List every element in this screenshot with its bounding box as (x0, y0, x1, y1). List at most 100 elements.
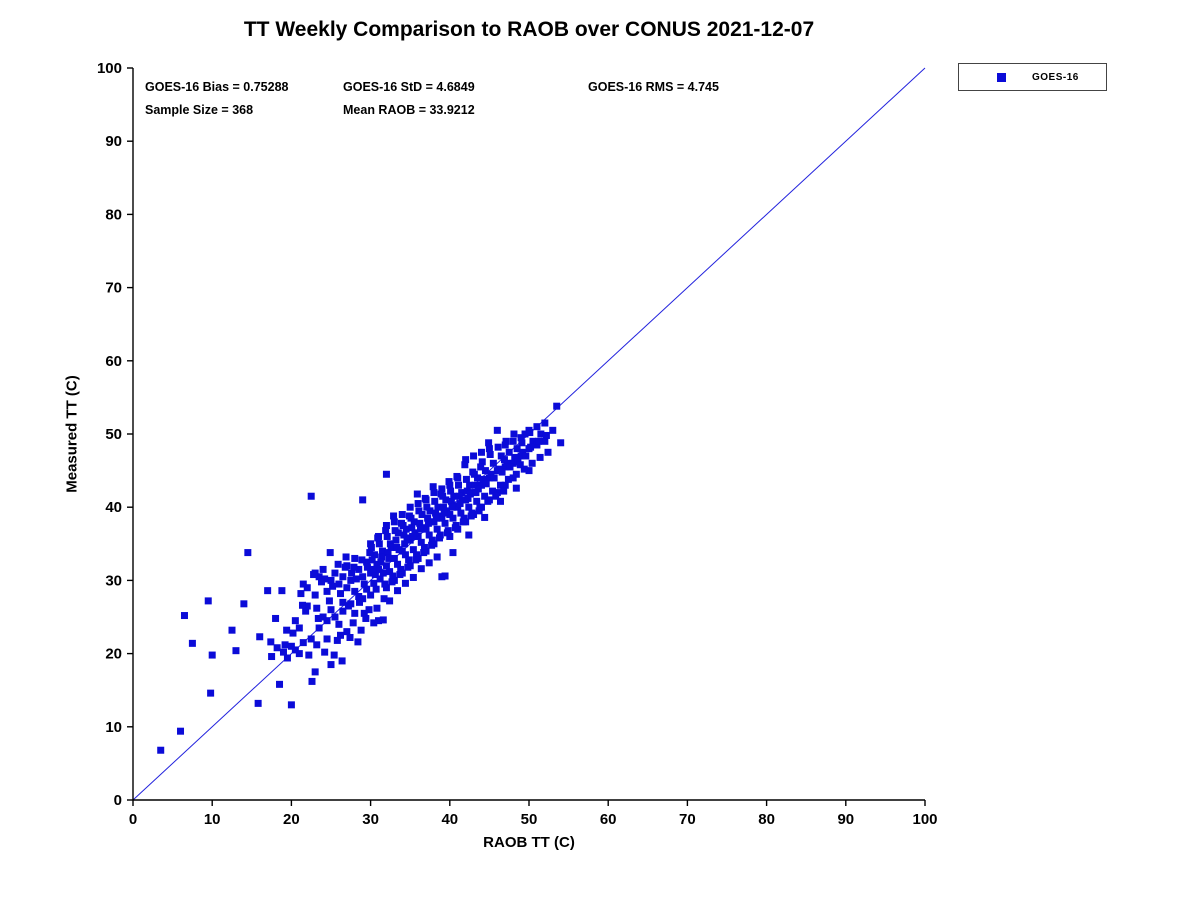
stat-rms: GOES-16 RMS = 4.745 (588, 80, 719, 94)
x-tick-label: 80 (758, 811, 775, 828)
data-point (479, 475, 487, 483)
data-point (375, 565, 383, 573)
data-point (359, 595, 367, 603)
data-point (420, 543, 428, 551)
stat-mean-raob: Mean RAOB = 33.9212 (343, 103, 475, 117)
data-point (416, 519, 424, 527)
data-point (327, 606, 335, 614)
data-point (287, 701, 295, 709)
data-point (440, 509, 448, 517)
data-point (319, 565, 327, 573)
data-point (533, 423, 541, 431)
data-point (368, 556, 376, 564)
data-point (273, 644, 281, 652)
data-point (466, 481, 474, 489)
data-point (442, 496, 450, 504)
data-point (295, 650, 303, 658)
data-point (305, 651, 313, 659)
data-point (232, 647, 240, 655)
data-point (519, 448, 527, 456)
legend-marker-square (997, 72, 1006, 82)
data-point (390, 518, 398, 526)
data-point (489, 459, 497, 467)
data-point (289, 629, 297, 637)
data-point (542, 431, 550, 439)
data-point (509, 459, 517, 467)
data-point (279, 648, 287, 656)
data-point (398, 511, 406, 519)
data-points (157, 402, 565, 754)
data-point (367, 569, 375, 577)
data-point (443, 529, 451, 537)
data-point (351, 609, 359, 617)
data-point (390, 554, 398, 562)
data-point (557, 439, 565, 447)
data-point (403, 534, 411, 542)
data-point (447, 487, 455, 495)
data-point (370, 619, 378, 627)
data-point (512, 484, 520, 492)
data-point (388, 578, 396, 586)
y-tick-label: 40 (105, 499, 122, 516)
data-point (370, 579, 378, 587)
data-point (405, 556, 413, 564)
data-point (204, 597, 212, 605)
data-point (501, 481, 509, 489)
data-point (380, 595, 388, 603)
data-point (485, 474, 493, 482)
data-point (409, 546, 417, 554)
data-point (327, 576, 335, 584)
data-point (469, 468, 477, 476)
data-point (413, 551, 421, 559)
data-point (544, 448, 552, 456)
data-point (522, 452, 530, 460)
data-point (477, 463, 485, 471)
data-point (512, 470, 520, 478)
data-point (360, 609, 368, 617)
data-point (401, 551, 409, 559)
data-point (481, 513, 489, 521)
data-point (254, 699, 262, 707)
y-tick-label: 20 (105, 646, 122, 663)
y-tick-label: 70 (105, 280, 122, 297)
data-point (386, 597, 394, 605)
data-point (325, 597, 333, 605)
x-tick-label: 10 (204, 811, 221, 828)
data-point (393, 543, 401, 551)
stat-std: GOES-16 StD = 4.6849 (343, 80, 475, 94)
data-point (367, 591, 375, 599)
data-point (541, 419, 549, 427)
data-point (484, 497, 492, 505)
data-point (366, 549, 374, 557)
data-point (477, 448, 485, 456)
legend-label: GOES-16 (1032, 71, 1079, 83)
data-point (287, 642, 295, 650)
data-point (351, 587, 359, 595)
legend: GOES-16 (958, 63, 1107, 91)
data-point (446, 532, 454, 540)
data-point (367, 540, 375, 548)
data-point (511, 453, 519, 461)
data-point (498, 468, 506, 476)
y-tick-label: 0 (114, 792, 122, 809)
x-tick-label: 100 (912, 811, 937, 828)
data-point (430, 489, 438, 497)
x-tick-label: 30 (362, 811, 379, 828)
data-point (351, 554, 359, 562)
data-point (500, 487, 508, 495)
data-point (482, 480, 490, 488)
data-point (413, 490, 421, 498)
data-point (417, 538, 425, 546)
data-point (295, 624, 303, 632)
data-point (355, 593, 363, 601)
data-point (509, 437, 517, 445)
data-point (397, 519, 405, 527)
data-point (383, 532, 391, 540)
data-point (335, 580, 343, 588)
data-point (485, 439, 493, 447)
data-point (311, 668, 319, 676)
data-point (386, 568, 394, 576)
data-point (276, 680, 284, 688)
